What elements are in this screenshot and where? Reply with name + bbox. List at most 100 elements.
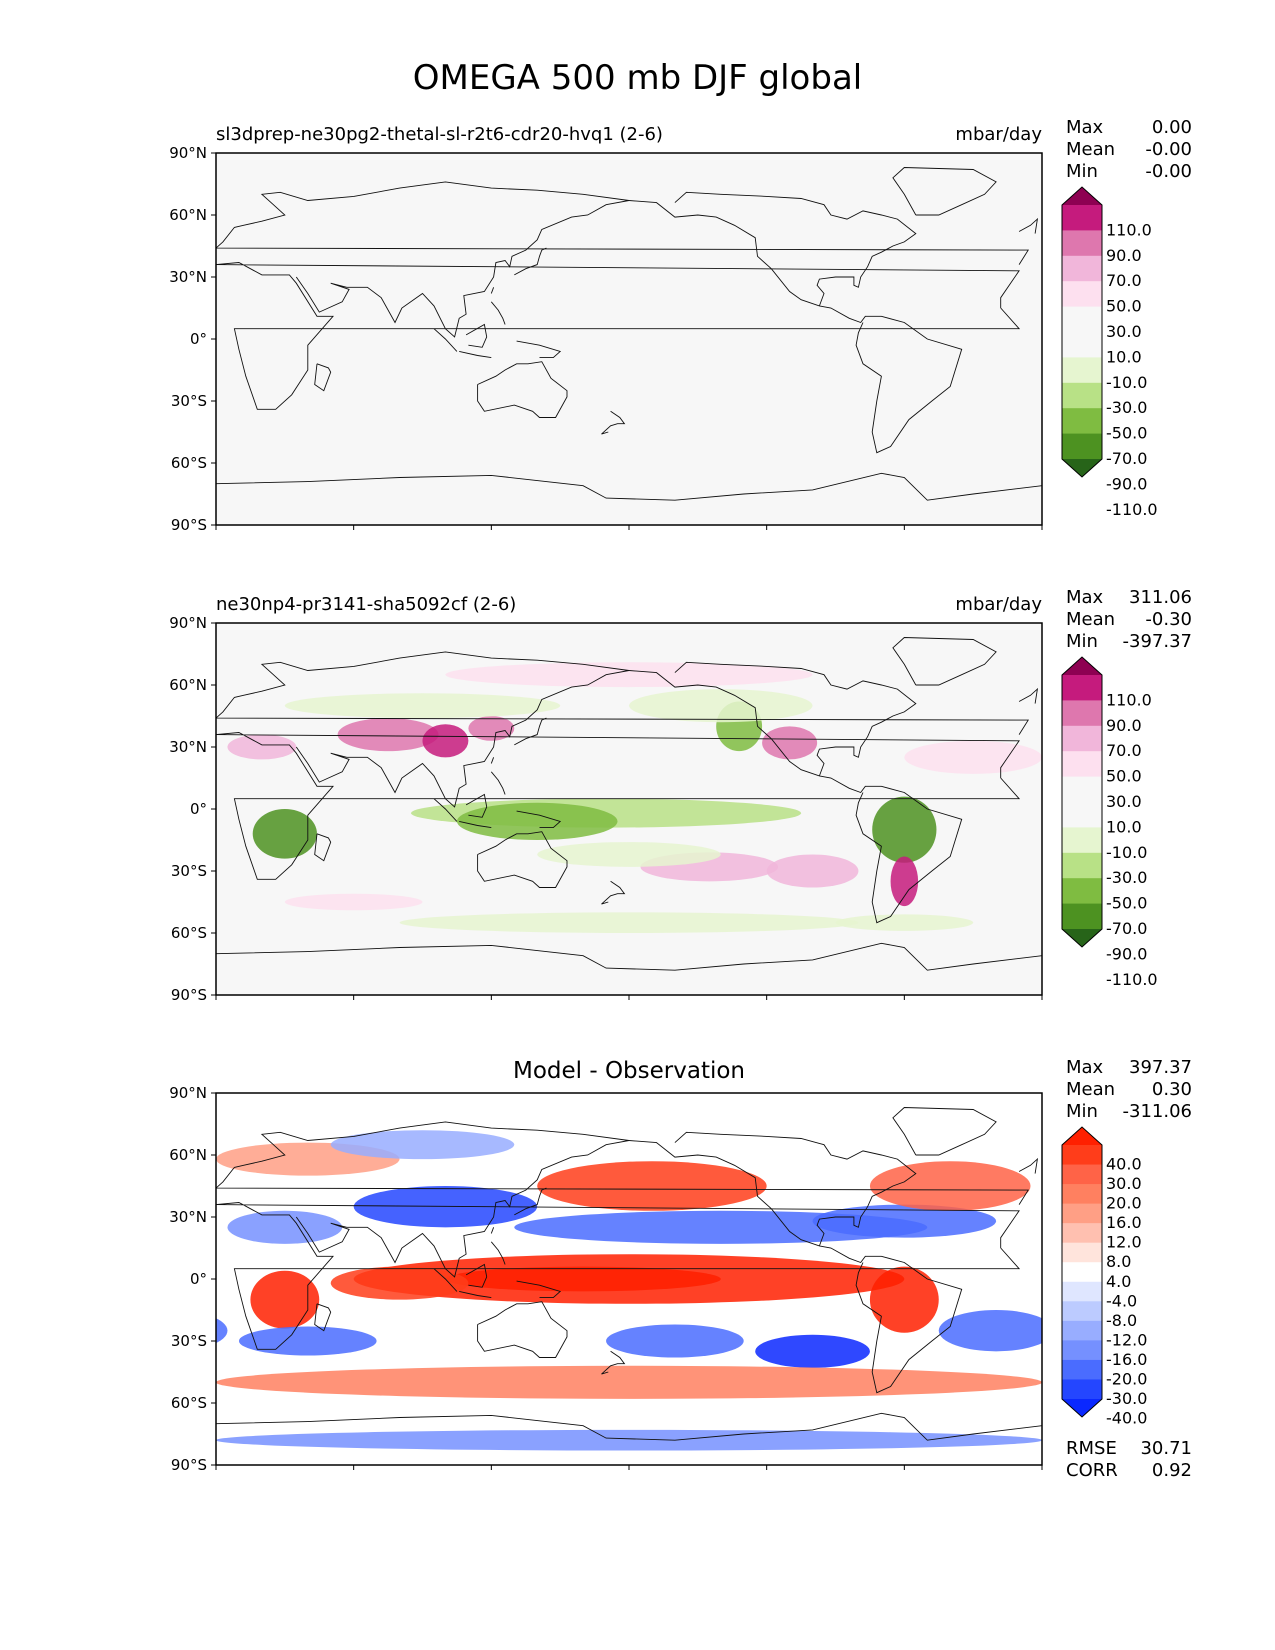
stat-value: 397.37 xyxy=(1129,1057,1192,1078)
field-anomaly xyxy=(1042,1430,1275,1451)
colorbar-tick-label: 12.0 xyxy=(1106,1233,1142,1252)
field-anomaly xyxy=(445,662,813,688)
coastline xyxy=(216,1412,1042,1441)
coastline xyxy=(433,328,458,352)
x-tick-label: 0°W xyxy=(1026,1474,1058,1475)
coastline xyxy=(514,1187,547,1216)
coastline xyxy=(516,810,562,829)
field-anomaly xyxy=(869,1161,1031,1211)
colorbar-tick-label: 110.0 xyxy=(1106,690,1152,709)
x-tick-label: 60°W xyxy=(884,534,926,535)
field-anomaly xyxy=(216,1365,1042,1399)
x-tick-label: 60°E xyxy=(336,1474,372,1475)
colorbar-extend-min xyxy=(1062,929,1102,947)
panel-title: ne30np4-pr3141-sha5092cf (2-6) xyxy=(216,594,517,615)
colorbar-segment xyxy=(1062,725,1102,752)
x-tick-label: 60°W xyxy=(884,1474,926,1475)
y-tick-label: 90°N xyxy=(169,144,207,162)
y-tick-label: 60°S xyxy=(171,454,207,472)
field-anomaly xyxy=(330,1130,515,1160)
coastline xyxy=(892,637,997,686)
colorbar-segment xyxy=(1062,357,1102,384)
x-tick-label: 120°W xyxy=(741,1004,792,1005)
coastline xyxy=(465,323,488,348)
colorbar-tick-label: 70.0 xyxy=(1106,271,1142,290)
field-anomaly xyxy=(337,718,439,752)
stats-block: Max 311.06 Mean -0.30 Min -397.37 xyxy=(1066,587,1192,653)
stat-value: 311.06 xyxy=(1129,587,1192,608)
colorbar-segment xyxy=(1062,230,1102,257)
colorbar-segment xyxy=(1062,700,1102,727)
coastline xyxy=(516,1280,562,1299)
coastline xyxy=(295,1140,630,1278)
colorbar-tick-label: -30.0 xyxy=(1106,398,1147,417)
y-tick-label: 0° xyxy=(190,1270,207,1288)
field-anomaly xyxy=(1157,1130,1275,1159)
colorbar-extend-max xyxy=(1062,657,1102,675)
colorbar-tick-label: 16.0 xyxy=(1106,1213,1142,1232)
colorbar-segment xyxy=(1062,852,1102,879)
colorbar-segment xyxy=(1062,1164,1102,1185)
coastline xyxy=(490,1241,506,1265)
field-anomaly xyxy=(0,854,32,887)
coastline xyxy=(216,732,1021,880)
colorbar-tick-label: 20.0 xyxy=(1106,1194,1142,1213)
stat-label: Min xyxy=(1066,161,1098,182)
colorbar-tick-label: -10.0 xyxy=(1106,843,1147,862)
field-anomaly xyxy=(890,856,919,907)
colorbar-segment xyxy=(1062,1379,1102,1400)
field-anomaly xyxy=(0,912,32,933)
colorbar-tick-label: -16.0 xyxy=(1106,1350,1147,1369)
colorbar-tick-label: -110.0 xyxy=(1106,500,1158,519)
colorbar-segment xyxy=(1062,1203,1102,1224)
field-anomaly xyxy=(904,740,1042,774)
coastlines xyxy=(216,167,1042,501)
stat-label: Mean xyxy=(1066,139,1116,160)
coastline xyxy=(459,350,492,359)
coastline xyxy=(465,1263,488,1288)
y-tick-label: 90°S xyxy=(171,986,207,1004)
coastlines xyxy=(216,637,1042,971)
field-anomaly xyxy=(284,893,423,911)
field-anomaly xyxy=(456,802,618,840)
stat-value: -0.00 xyxy=(1145,139,1192,160)
field-layer xyxy=(0,1093,1275,1465)
field-anomaly xyxy=(216,1318,228,1344)
colorbar-tick-label: 90.0 xyxy=(1106,716,1142,735)
colorbar-tick-label: 30.0 xyxy=(1106,1174,1142,1193)
colorbar-tick-label: 50.0 xyxy=(1106,297,1142,316)
colorbar-segment xyxy=(1062,1262,1102,1283)
colorbar-tick-label: -50.0 xyxy=(1106,424,1147,443)
field-anomaly xyxy=(238,1326,377,1356)
y-tick-label: 0° xyxy=(190,800,207,818)
colorbar: 110.0 90.0 70.0 50.0 30.0 10.0 -10.0 -30.0 -50.0… xyxy=(1061,656,1158,989)
coastline xyxy=(628,1140,963,1394)
score-label: RMSE xyxy=(1066,1438,1117,1459)
coastline xyxy=(216,262,1021,410)
coastline xyxy=(295,670,630,808)
coastline xyxy=(892,1107,997,1156)
field-anomaly xyxy=(537,1161,767,1211)
y-tick-label: 30°N xyxy=(169,738,207,756)
coastline xyxy=(514,247,547,276)
colorbar-tick-label: 8.0 xyxy=(1106,1252,1131,1271)
x-tick-label: 180° xyxy=(611,1474,647,1475)
x-tick-label: 60°E xyxy=(336,534,372,535)
field-anomaly xyxy=(284,693,561,719)
coastline xyxy=(216,472,1042,501)
colorbar-segment xyxy=(1062,802,1102,828)
field-anomaly xyxy=(0,1254,78,1304)
colorbar-segment xyxy=(1062,255,1102,282)
field-anomaly xyxy=(65,857,93,907)
field-anomaly xyxy=(46,797,110,863)
coastline xyxy=(216,181,1030,265)
coastline xyxy=(459,1290,492,1299)
field-anomaly xyxy=(1237,799,1275,828)
stat-label: Min xyxy=(1066,631,1098,652)
stat-value: -397.37 xyxy=(1122,631,1192,652)
colorbar-segment xyxy=(1062,1145,1102,1166)
y-tick-label: 30°S xyxy=(171,1332,207,1350)
colorbar-segment xyxy=(1062,878,1102,905)
panel-difference: Model - Observation Max 397.37 Mean 0.30 M… xyxy=(0,1055,1275,1481)
colorbar-segment xyxy=(1062,306,1102,333)
